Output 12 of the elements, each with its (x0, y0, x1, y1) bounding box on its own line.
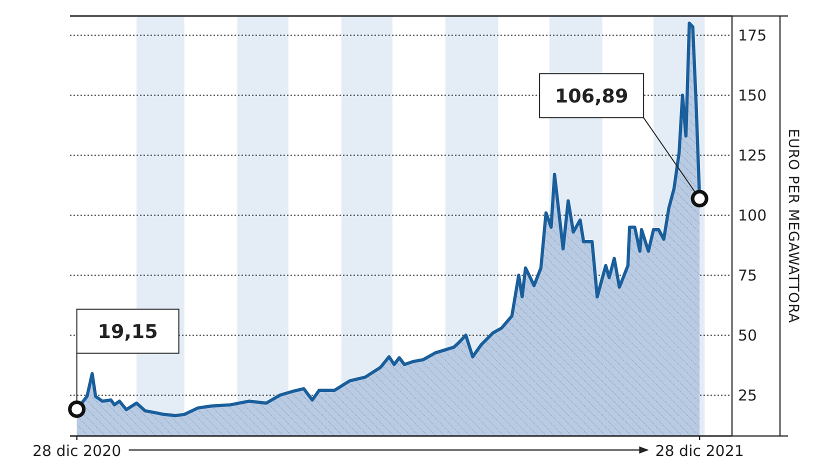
y-tick-label: 75 (738, 266, 758, 284)
y-tick-label: 125 (738, 146, 767, 164)
y-tick-label: 150 (738, 86, 767, 104)
y-tick-label: 25 (738, 386, 758, 404)
y-axis-title: EURO PER MEGAWATTORA (785, 128, 802, 324)
annotation: 19,15 (98, 320, 158, 343)
y-tick-label: 100 (738, 206, 767, 224)
annotation: 106,89 (554, 85, 628, 108)
x-tick-label: 28 dic 2020 (32, 442, 122, 460)
y-tick-label: 50 (738, 326, 758, 344)
x-tick-label: 28 dic 2021 (655, 442, 744, 460)
y-tick-label: 175 (738, 26, 767, 44)
